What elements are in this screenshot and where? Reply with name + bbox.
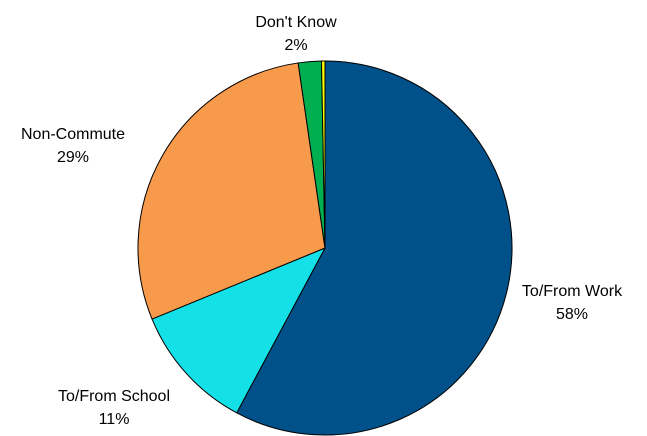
slice-label-dont-know: Don't Know xyxy=(255,14,337,31)
slice-work xyxy=(236,60,513,436)
slice-percent-work: 58% xyxy=(556,306,588,323)
pie-labels: To/From Work 58% To/From School 11% Non-… xyxy=(21,14,623,428)
slice-label-work: To/From Work xyxy=(522,283,623,300)
slice-label-non-commute: Non-Commute xyxy=(21,126,125,143)
slice-percent-non-commute: 29% xyxy=(57,149,89,166)
slice-school xyxy=(151,247,326,414)
slice-percent-school: 11% xyxy=(99,411,130,428)
slice-non-commute xyxy=(137,62,326,320)
slice-percent-dont-know: 2% xyxy=(284,37,307,54)
pie-slices xyxy=(137,60,513,436)
slice-other xyxy=(320,60,326,249)
slice-label-school: To/From School xyxy=(58,388,170,405)
